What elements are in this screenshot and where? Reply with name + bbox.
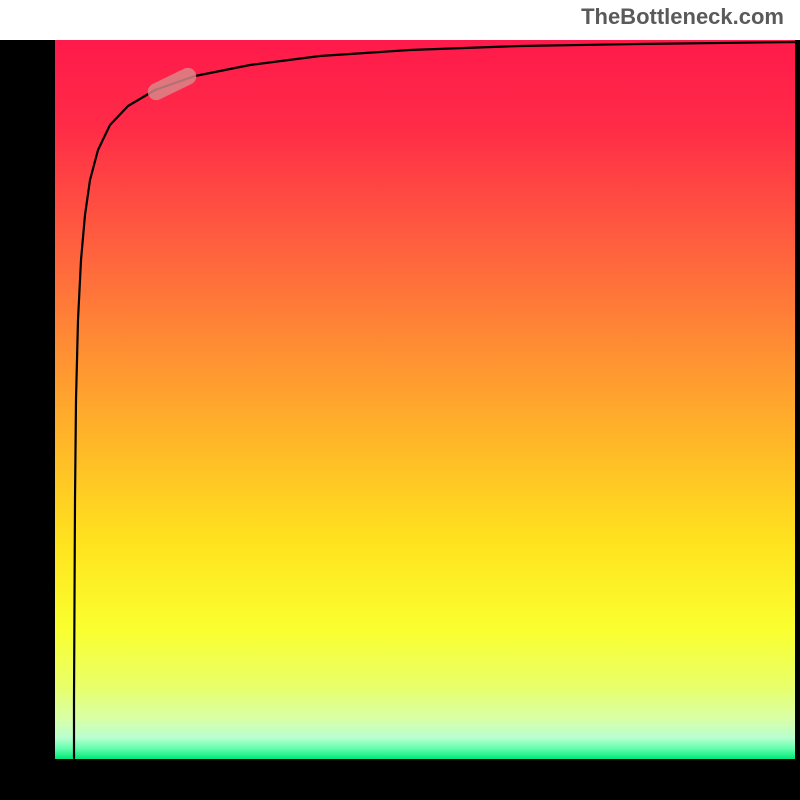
plot-gradient-area <box>55 40 795 759</box>
chart-svg <box>0 0 800 800</box>
attribution-text: TheBottleneck.com <box>581 4 784 30</box>
bottleneck-chart: TheBottleneck.com <box>0 0 800 800</box>
